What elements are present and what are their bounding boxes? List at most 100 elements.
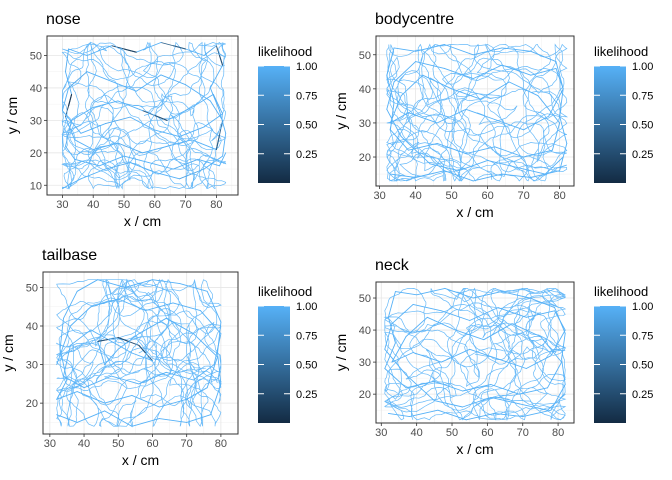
panel-title: tailbase bbox=[42, 247, 97, 264]
trajectory-segment bbox=[550, 329, 566, 357]
trajectory-segment bbox=[105, 162, 131, 170]
trajectory-segment bbox=[203, 113, 224, 128]
legend-title: likelihood bbox=[258, 44, 312, 59]
trajectory-segment bbox=[110, 340, 133, 354]
trajectory-segment bbox=[59, 348, 68, 381]
trajectory-segment bbox=[469, 348, 499, 360]
trajectory-neck bbox=[383, 287, 567, 421]
plot-border bbox=[375, 281, 575, 424]
y-tick-label: 50 bbox=[26, 282, 38, 294]
x-tick-label: 50 bbox=[446, 427, 458, 439]
low-likelihood-segment bbox=[218, 55, 224, 66]
trajectory-segment bbox=[415, 61, 445, 69]
trajectory-segment bbox=[548, 88, 564, 117]
legend-tick-label: 1.00 bbox=[296, 61, 317, 73]
trajectory-segment bbox=[209, 100, 224, 121]
y-tick-label: 20 bbox=[359, 152, 371, 164]
x-tick-label: 30 bbox=[375, 427, 387, 439]
trajectory-segment bbox=[76, 279, 99, 292]
trajectory-segment bbox=[443, 170, 474, 182]
y-tick-label: 40 bbox=[359, 325, 371, 337]
trajectory-segment bbox=[494, 146, 525, 158]
trajectory-segment bbox=[522, 409, 552, 418]
trajectory-segment bbox=[525, 310, 556, 318]
trajectory-segment bbox=[110, 375, 140, 385]
y-tick-label: 50 bbox=[30, 50, 42, 62]
trajectory-segment bbox=[80, 168, 106, 180]
trajectory-segment bbox=[179, 126, 205, 138]
trajectory-segment bbox=[394, 291, 418, 296]
x-axis-label: x / cm bbox=[122, 452, 159, 468]
plot-border bbox=[46, 35, 239, 196]
legend-tick-label: 1.00 bbox=[632, 61, 653, 73]
trajectory-segment bbox=[561, 358, 566, 385]
trajectory-segment bbox=[185, 48, 205, 56]
trajectory-segment bbox=[501, 291, 531, 299]
trajectory-segment bbox=[65, 48, 70, 73]
low-likelihood-segment bbox=[97, 338, 109, 342]
trajectory-segment bbox=[104, 394, 133, 404]
legend-tick-label: 0.25 bbox=[632, 149, 653, 161]
trajectory-segment bbox=[515, 166, 546, 175]
y-tick-label: 10 bbox=[30, 180, 42, 192]
y-tick-label: 40 bbox=[359, 84, 371, 96]
panel-title: neck bbox=[375, 257, 410, 274]
trajectory-segment bbox=[131, 352, 153, 362]
panel-title: bodycentre bbox=[375, 11, 454, 28]
trajectory-segment bbox=[97, 279, 126, 288]
x-tick-label: 80 bbox=[215, 438, 227, 450]
panel-3: 30 40 50 60 70 80 20 30 40 50 neck x / cm y / cm like… bbox=[333, 257, 653, 457]
legend-tick-label: 0.75 bbox=[632, 90, 653, 102]
trajectory-segment bbox=[537, 95, 561, 124]
trajectory-segment bbox=[59, 317, 64, 350]
trajectory-segment bbox=[387, 412, 411, 418]
x-tick-label: 30 bbox=[373, 190, 385, 202]
likelihood-legend: likelihood 0.25 0.50 0.75 1.00 bbox=[594, 44, 653, 183]
panel-0: 30 40 50 60 70 80 10 20 30 40 50 nose x / cm y / cm li… bbox=[4, 11, 317, 229]
y-tick-label: 20 bbox=[30, 148, 42, 160]
x-tick-label: 40 bbox=[411, 427, 423, 439]
trajectory-segment bbox=[436, 108, 467, 124]
trajectory-segment bbox=[154, 171, 180, 180]
y-tick-label: 50 bbox=[359, 293, 371, 305]
trajectory-segment bbox=[209, 87, 220, 112]
trajectory-segment bbox=[400, 136, 431, 165]
trajectory-segment bbox=[551, 122, 561, 151]
likelihood-legend: likelihood 0.25 0.50 0.75 1.00 bbox=[258, 284, 317, 423]
low-likelihood-segment bbox=[123, 48, 137, 53]
legend-tick-label: 0.25 bbox=[632, 389, 653, 401]
low-likelihood-segment bbox=[154, 114, 168, 121]
trajectory-segment bbox=[135, 42, 162, 53]
panel-1: 30 40 50 60 70 80 20 30 40 50 bodycentre x / cm y / … bbox=[333, 11, 653, 220]
y-tick-label: 30 bbox=[26, 360, 38, 372]
x-tick-label: 70 bbox=[517, 190, 529, 202]
trajectory-segment bbox=[129, 116, 156, 131]
y-axis-label: y / cm bbox=[333, 92, 349, 129]
trajectory-segment bbox=[186, 414, 212, 423]
x-axis-label: x / cm bbox=[124, 213, 161, 229]
trajectory-segment bbox=[213, 333, 222, 366]
trajectory-segment bbox=[393, 61, 417, 83]
legend-tick-label: 0.75 bbox=[296, 90, 317, 102]
trajectory-segment bbox=[422, 74, 453, 90]
legend-tick-label: 1.00 bbox=[296, 301, 317, 313]
trajectory-segment bbox=[158, 418, 188, 423]
trajectory-segment bbox=[63, 290, 78, 319]
trajectory-segment bbox=[497, 307, 527, 318]
trajectory-segment bbox=[389, 129, 409, 151]
trajectory-segment bbox=[384, 323, 393, 350]
trajectory-segment bbox=[462, 384, 492, 392]
trajectory-segment bbox=[117, 100, 143, 112]
trajectory-segment bbox=[437, 409, 467, 421]
x-tick-label: 30 bbox=[44, 438, 56, 450]
legend-tick-label: 0.25 bbox=[296, 389, 317, 401]
x-axis-label: x / cm bbox=[456, 441, 493, 457]
legend-tick-label: 0.25 bbox=[296, 149, 317, 161]
trajectory-segment bbox=[76, 410, 106, 423]
trajectory-segment bbox=[433, 400, 464, 408]
trajectory-tailbase bbox=[55, 278, 222, 428]
trajectory-segment bbox=[199, 310, 222, 335]
legend-title: likelihood bbox=[258, 284, 312, 299]
legend-tick-label: 0.50 bbox=[296, 360, 317, 372]
x-tick-label: 50 bbox=[112, 438, 124, 450]
